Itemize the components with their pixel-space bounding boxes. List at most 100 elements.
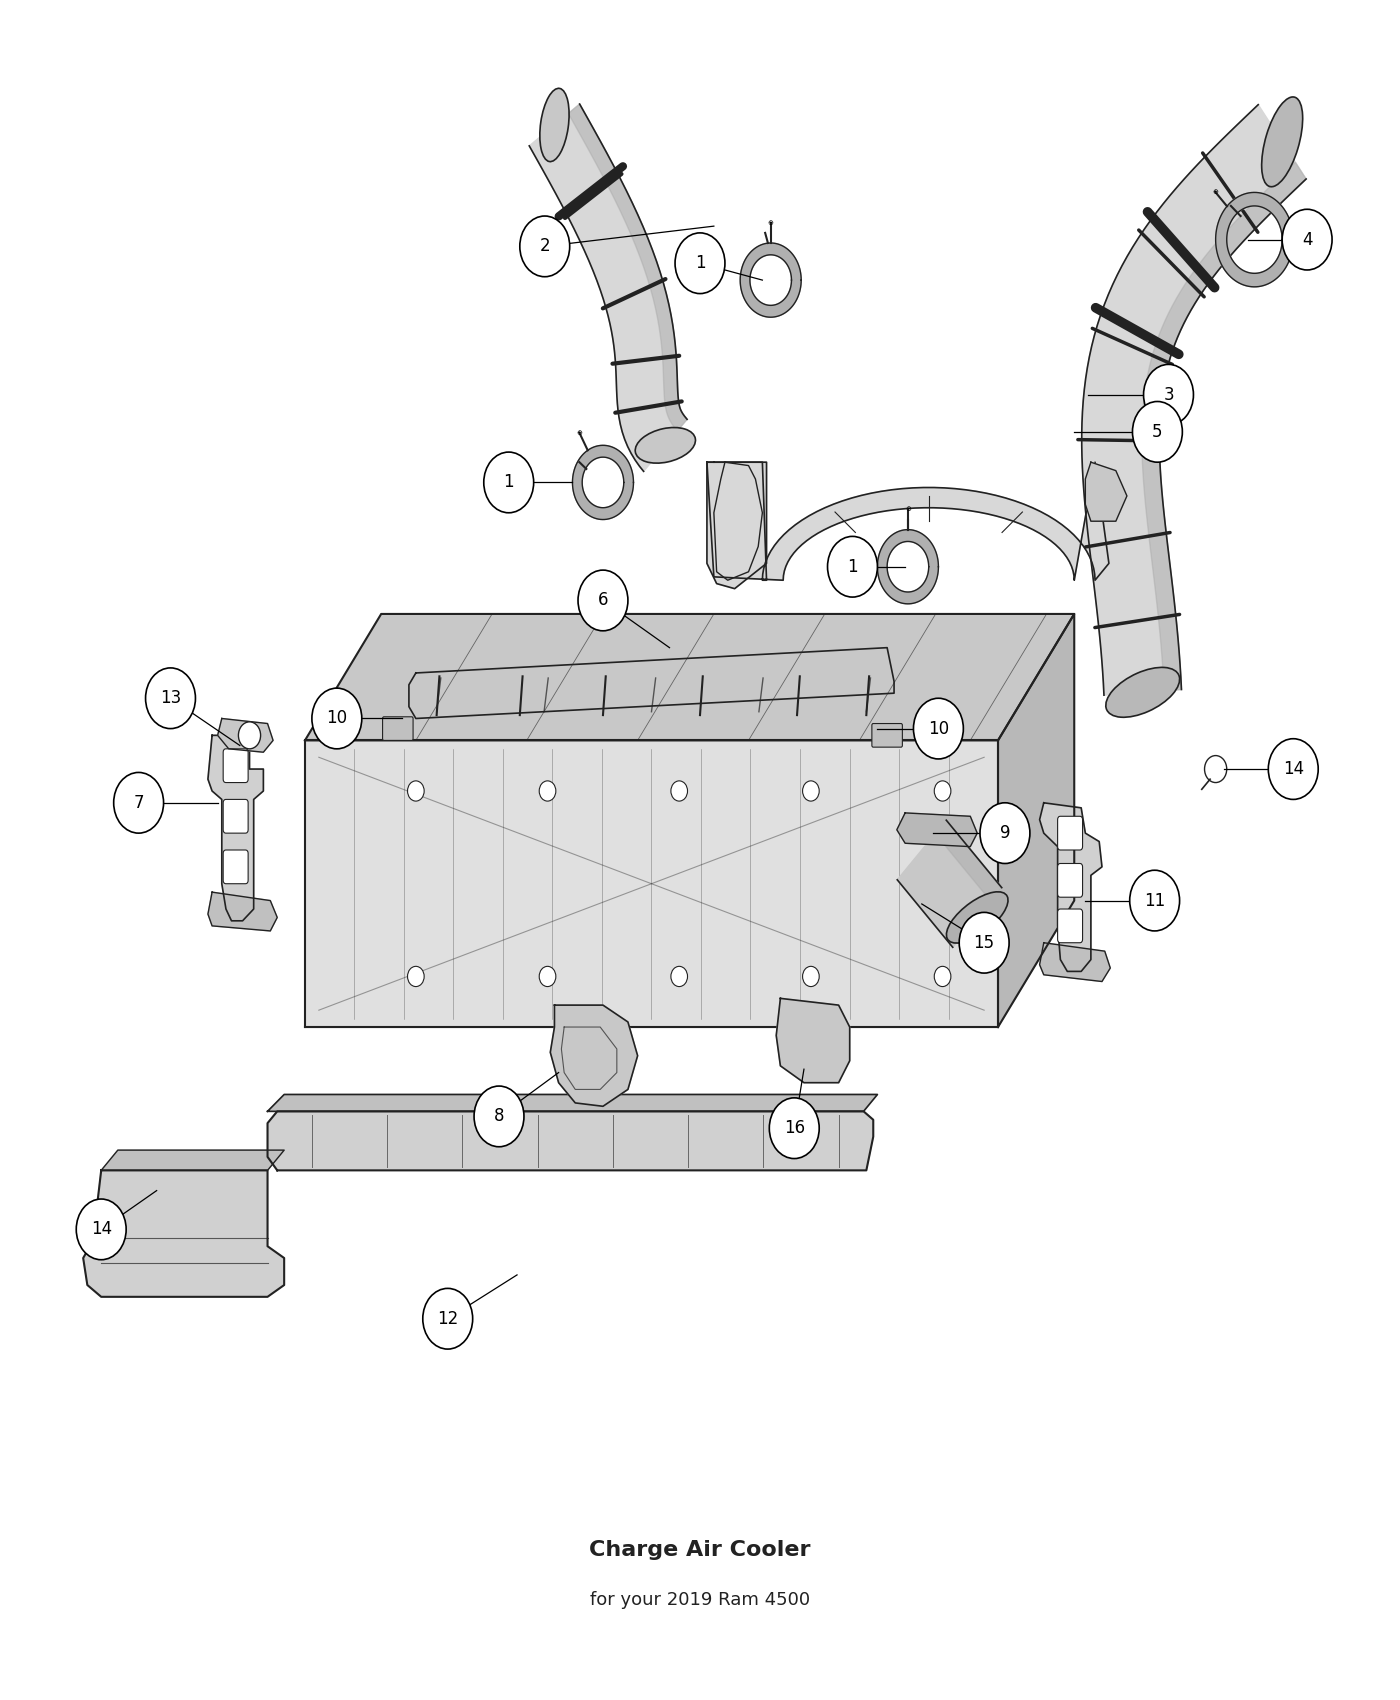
Circle shape [539,966,556,986]
Circle shape [475,1086,524,1148]
Text: ⊕: ⊕ [577,430,582,435]
Polygon shape [1082,105,1306,695]
Text: 1: 1 [847,558,858,576]
Polygon shape [741,243,801,318]
FancyBboxPatch shape [382,717,413,741]
Circle shape [578,570,629,631]
Ellipse shape [636,427,696,462]
FancyBboxPatch shape [1057,910,1082,944]
Text: for your 2019 Ram 4500: for your 2019 Ram 4500 [589,1591,811,1610]
Polygon shape [998,614,1074,1027]
Circle shape [76,1198,126,1260]
Circle shape [1133,401,1183,462]
Text: 14: 14 [1282,760,1303,779]
Polygon shape [1040,944,1110,981]
Circle shape [1268,740,1319,799]
Polygon shape [101,1151,284,1170]
Circle shape [802,966,819,986]
Circle shape [1130,870,1180,932]
Circle shape [671,966,687,986]
Text: 10: 10 [928,719,949,738]
Polygon shape [1142,162,1306,690]
Text: 5: 5 [1152,423,1162,440]
Polygon shape [267,1095,878,1112]
Circle shape [423,1289,473,1350]
Polygon shape [1040,802,1102,971]
Text: ⊕: ⊕ [767,219,774,226]
Ellipse shape [1261,97,1302,187]
Circle shape [113,772,164,833]
Polygon shape [714,462,763,580]
Polygon shape [267,1112,874,1170]
Polygon shape [1085,462,1127,522]
Circle shape [934,966,951,986]
Circle shape [1204,755,1226,782]
Text: 3: 3 [1163,386,1173,405]
Circle shape [827,537,878,597]
Text: 15: 15 [973,933,995,952]
Polygon shape [305,741,998,1027]
Text: 7: 7 [133,794,144,813]
Text: ⊕: ⊕ [1212,189,1218,196]
Polygon shape [707,462,767,588]
Text: 11: 11 [1144,891,1165,910]
FancyBboxPatch shape [223,850,248,884]
Text: 13: 13 [160,688,181,707]
Text: 8: 8 [494,1107,504,1125]
Circle shape [802,780,819,801]
Text: ⊕: ⊕ [904,507,911,512]
Circle shape [539,780,556,801]
Circle shape [1282,209,1331,270]
Polygon shape [209,892,277,932]
Text: 9: 9 [1000,824,1011,842]
FancyBboxPatch shape [872,724,903,746]
Circle shape [484,452,533,513]
Circle shape [913,699,963,758]
Polygon shape [529,104,687,471]
Polygon shape [707,462,1109,580]
Circle shape [407,966,424,986]
Circle shape [675,233,725,294]
FancyBboxPatch shape [223,748,248,782]
Polygon shape [935,819,1002,901]
Circle shape [146,668,196,729]
Polygon shape [83,1170,284,1297]
Circle shape [407,780,424,801]
Text: 10: 10 [326,709,347,728]
Polygon shape [776,998,850,1083]
Polygon shape [897,819,1002,947]
Circle shape [312,688,361,748]
Polygon shape [305,614,1074,741]
Polygon shape [897,813,977,847]
Polygon shape [573,445,633,520]
Text: 14: 14 [91,1221,112,1238]
Text: 6: 6 [598,592,608,610]
Circle shape [519,216,570,277]
Polygon shape [409,648,895,719]
FancyBboxPatch shape [1057,864,1082,898]
Polygon shape [568,104,687,432]
Circle shape [671,780,687,801]
Polygon shape [550,1005,637,1107]
Circle shape [238,722,260,748]
Ellipse shape [1106,668,1180,717]
Ellipse shape [946,892,1008,944]
Circle shape [980,802,1030,864]
Ellipse shape [540,88,568,162]
FancyBboxPatch shape [223,799,248,833]
Polygon shape [878,530,938,604]
Text: 1: 1 [504,473,514,491]
Circle shape [934,780,951,801]
Polygon shape [209,736,263,921]
Text: 12: 12 [437,1309,458,1328]
Text: 4: 4 [1302,231,1312,248]
FancyBboxPatch shape [1057,816,1082,850]
Text: 16: 16 [784,1119,805,1137]
Text: 2: 2 [539,238,550,255]
Text: 1: 1 [694,255,706,272]
Circle shape [770,1098,819,1159]
Polygon shape [1215,192,1294,287]
Circle shape [1144,364,1193,425]
Text: Charge Air Cooler: Charge Air Cooler [589,1540,811,1559]
Polygon shape [217,719,273,751]
